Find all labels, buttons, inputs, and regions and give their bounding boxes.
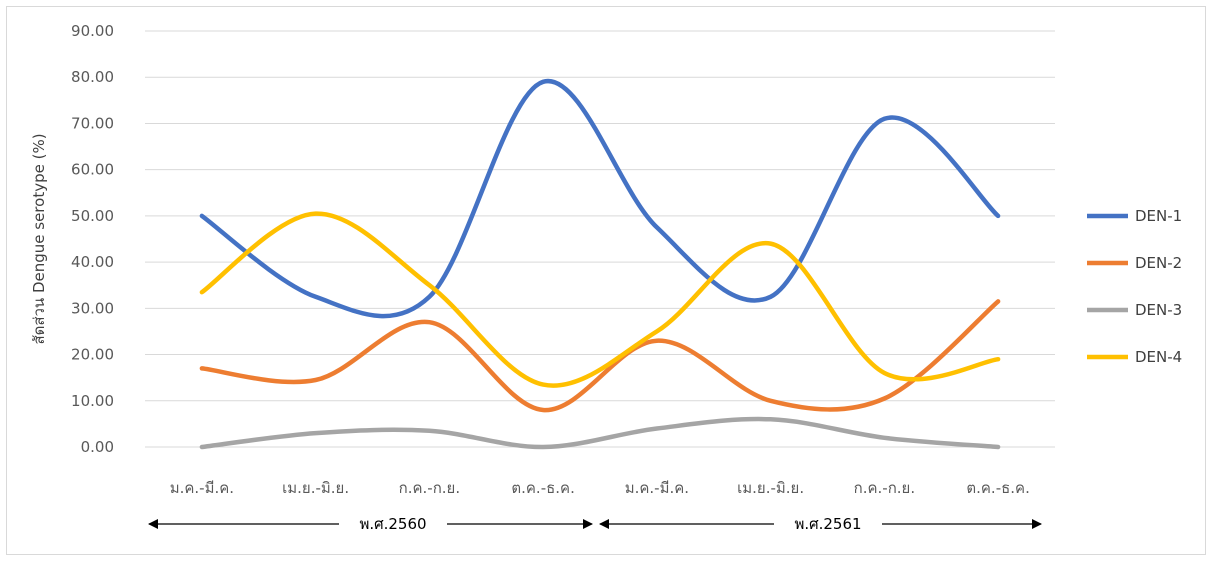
x-tick-label: ก.ค.-ก.ย.	[399, 479, 460, 497]
year-group-label: พ.ศ.2561	[794, 515, 861, 533]
x-axis-tick-labels: ม.ค.-มี.ค. เม.ย.-มิ.ย. ก.ค.-ก.ย. ต.ค.-ธ.ค. ม…	[170, 479, 1030, 497]
legend-label: DEN-4	[1135, 348, 1182, 366]
legend-label: DEN-2	[1135, 254, 1182, 272]
x-tick-label: เม.ย.-มิ.ย.	[737, 479, 804, 497]
x-tick-label: ม.ค.-มี.ค.	[625, 479, 689, 497]
chart-frame	[6, 6, 1206, 555]
legend-label: DEN-1	[1135, 207, 1182, 225]
series-line-den-4	[199, 211, 1001, 388]
year-group-arrows: พ.ศ.2560 พ.ศ.2561	[148, 515, 1042, 533]
y-axis-label: สัดส่วน Dengue serotype (%)	[30, 133, 48, 344]
x-tick-label: ต.ค.-ธ.ค.	[966, 479, 1029, 497]
y-tick-label: 80.00	[71, 68, 114, 86]
series-line-den-1	[199, 78, 1001, 319]
y-tick-label: 0.00	[81, 438, 114, 456]
y-tick-label: 90.00	[71, 22, 114, 40]
series-lines	[199, 78, 1001, 450]
x-tick-label: ต.ค.-ธ.ค.	[511, 479, 574, 497]
y-tick-label: 40.00	[71, 253, 114, 271]
x-tick-label: เม.ย.-มิ.ย.	[282, 479, 349, 497]
gridlines	[145, 30, 1055, 448]
y-tick-label: 70.00	[71, 114, 114, 132]
y-tick-label: 60.00	[71, 161, 114, 179]
y-tick-label: 10.00	[71, 392, 114, 410]
x-tick-label: ก.ค.-ก.ย.	[854, 479, 915, 497]
legend-label: DEN-3	[1135, 301, 1182, 319]
legend: DEN-1 DEN-2 DEN-3 DEN-4	[1087, 207, 1182, 366]
year-group-label: พ.ศ.2560	[359, 515, 426, 533]
y-tick-label: 30.00	[71, 299, 114, 317]
y-tick-label: 20.00	[71, 346, 114, 364]
series-line-den-2	[199, 299, 1001, 413]
x-tick-label: ม.ค.-มี.ค.	[170, 479, 234, 497]
series-line-den-3	[199, 416, 1001, 450]
y-tick-label: 50.00	[71, 207, 114, 225]
y-axis-tick-labels: 0.00 10.00 20.00 30.00 40.00 50.00 60.00 70.00 8…	[71, 22, 114, 456]
